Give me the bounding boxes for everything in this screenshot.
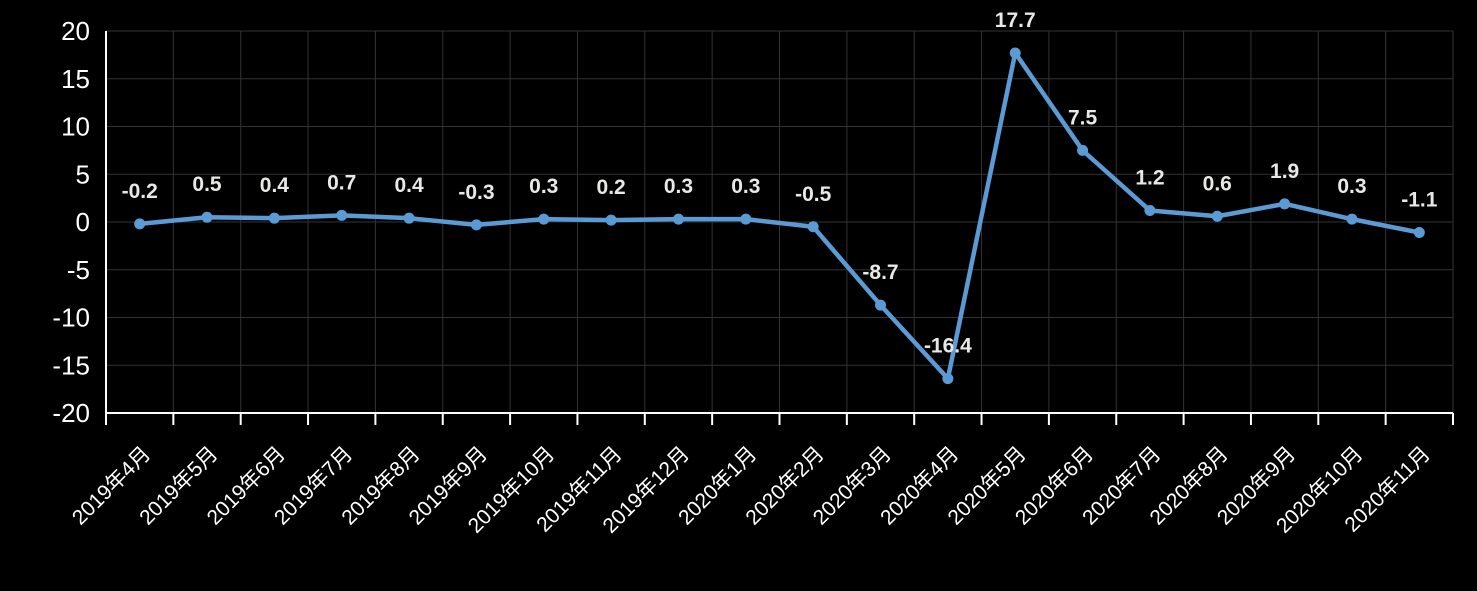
y-axis-tick-label: -10 — [52, 303, 90, 333]
data-label: -0.3 — [458, 181, 494, 204]
data-label: 7.5 — [1068, 106, 1098, 129]
data-point-marker — [1009, 47, 1021, 59]
data-point-marker — [538, 213, 550, 225]
data-point-marker — [403, 212, 415, 224]
data-point-marker — [470, 219, 482, 231]
data-point-marker — [268, 212, 280, 224]
data-label: 17.7 — [995, 9, 1036, 32]
data-label: 0.7 — [327, 171, 356, 194]
data-label: 0.2 — [597, 176, 626, 199]
y-axis-tick-label: 15 — [61, 64, 90, 94]
data-point-marker — [1346, 213, 1358, 225]
data-point-marker — [1144, 205, 1156, 217]
data-label: -0.2 — [122, 180, 158, 203]
data-point-marker — [672, 213, 684, 225]
data-point-marker — [1211, 210, 1223, 222]
data-point-marker — [942, 373, 954, 385]
data-label: 0.3 — [1337, 175, 1366, 198]
data-point-marker — [807, 221, 819, 233]
data-label: 0.3 — [664, 175, 693, 198]
data-label: -1.1 — [1401, 189, 1438, 212]
data-point-marker — [605, 214, 617, 226]
data-point-marker — [201, 211, 213, 223]
y-axis-tick-label: 0 — [76, 207, 90, 237]
data-label: 1.2 — [1135, 167, 1164, 190]
data-label: -8.7 — [862, 261, 898, 284]
data-point-marker — [336, 209, 348, 221]
y-axis-tick-label: 5 — [76, 159, 90, 189]
data-label: 1.9 — [1270, 160, 1299, 183]
data-point-marker — [1279, 198, 1291, 210]
data-label: 0.4 — [260, 174, 290, 197]
data-label: 0.4 — [394, 174, 424, 197]
data-point-marker — [1413, 227, 1425, 239]
y-axis-tick-label: 20 — [61, 16, 90, 46]
y-axis-tick-label: -5 — [67, 255, 90, 285]
y-axis-tick-label: -20 — [52, 398, 90, 428]
data-label: 0.5 — [192, 173, 222, 196]
data-point-marker — [1077, 144, 1089, 156]
y-axis-tick-label: -15 — [52, 350, 90, 380]
data-label: 0.3 — [731, 175, 760, 198]
y-axis-tick-label: 10 — [61, 112, 90, 142]
data-label: 0.6 — [1203, 172, 1232, 195]
data-label: -0.5 — [795, 183, 832, 206]
data-point-marker — [134, 218, 146, 230]
data-label: -16.4 — [924, 335, 972, 358]
data-point-marker — [875, 299, 887, 311]
data-label: 0.3 — [529, 175, 558, 198]
data-line — [137, 50, 1422, 381]
data-point-marker — [740, 213, 752, 225]
